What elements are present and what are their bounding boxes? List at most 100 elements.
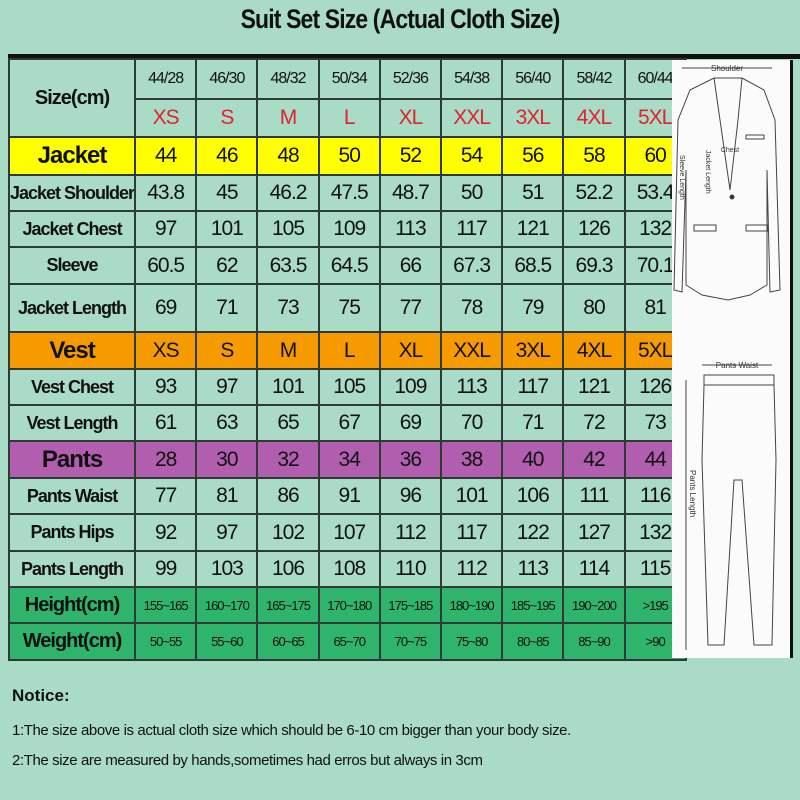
value-cell: 117 [439,513,504,552]
value-cell: S [195,331,259,370]
size-code-cell: 52/36 [378,58,443,100]
value-cell: 92 [134,513,198,552]
value-cell: 113 [439,368,504,406]
value-cell: 117 [439,210,504,248]
value-cell: 111 [562,477,626,515]
table-row: Vest Length 61 63 65 67 69 70 71 72 73 [7,404,687,442]
value-cell: 117 [501,368,565,406]
label-jacket-length: Jacket Length [704,150,711,194]
row-label: Height(cm) [7,586,137,624]
label-shoulder: Shoulder [711,64,743,73]
page-title: Suit Set Size (Actual Cloth Size) [240,4,561,34]
value-cell: 56 [501,136,565,176]
value-cell: 36 [378,440,443,479]
value-cell: 122 [501,513,565,552]
table-row: Pants 28 30 32 34 36 38 40 42 44 [7,440,687,479]
row-label: Vest Length [7,404,137,442]
value-cell: 93 [134,368,198,406]
value-cell: 91 [317,477,381,515]
size-code-cell: 48/32 [256,58,320,100]
value-cell: 63 [195,404,259,442]
notice-line-2: 2:The size are measured by hands,sometim… [12,752,483,769]
value-cell: 105 [317,368,381,406]
size-table: Size(cm) 44/28 46/30 48/32 50/34 52/36 54/38 56… [7,58,687,661]
value-cell: 4XL [562,331,626,370]
value-cell: 180~190 [439,586,504,624]
value-cell: 75~80 [439,622,504,661]
value-cell: 126 [562,210,626,248]
value-cell: 96 [378,477,443,515]
value-cell: 55~60 [195,622,259,661]
size-letter-cell: 4XL [562,98,626,138]
value-cell: 48 [256,136,320,176]
row-label: Jacket Shoulder [7,174,137,212]
row-label: Pants Waist [7,477,137,515]
pants-drawing: Pants Waist Pants Length [685,361,777,650]
value-cell: 165~175 [256,586,320,624]
notice-heading: Notice: [12,686,70,705]
value-cell: 32 [256,440,320,479]
value-cell: 51 [501,174,565,212]
value-cell: 62 [195,246,259,285]
value-cell: 34 [317,440,381,479]
value-cell: 185~195 [501,586,565,624]
value-cell: M [256,331,320,370]
size-letter-cell: 3XL [501,98,565,138]
value-cell: 110 [378,550,443,588]
value-cell: 101 [439,477,504,515]
value-cell: 114 [562,550,626,588]
value-cell: 97 [195,368,259,406]
value-cell: 108 [317,550,381,588]
suit-illustration: Shoulder Chest Sleeve Length Jacket Leng… [673,64,781,650]
value-cell: 77 [378,283,443,333]
value-cell: 109 [378,368,443,406]
table-row: Jacket Shoulder 43.8 45 46.2 47.5 48.7 50 51 52.… [7,174,687,212]
value-cell: 69 [134,283,198,333]
label-pants-length: Pants Length [688,470,697,517]
value-cell: 54 [439,136,504,176]
value-cell: 160~170 [195,586,259,624]
value-cell: 121 [562,368,626,406]
row-label: Pants [7,440,137,479]
size-letter-cell: L [317,98,381,138]
notice-line-1: 1:The size above is actual cloth size wh… [12,722,571,739]
value-cell: 69 [378,404,443,442]
value-cell: 42 [562,440,626,479]
table-row: Vest XS S M L XL XXL 3XL 4XL 5XL [7,331,687,370]
size-letter-cell: S [195,98,259,138]
value-cell: XL [378,331,443,370]
value-cell: 67 [317,404,381,442]
value-cell: 97 [134,210,198,248]
value-cell: 50 [439,174,504,212]
value-cell: 170~180 [317,586,381,624]
value-cell: 112 [378,513,443,552]
value-cell: XS [134,331,198,370]
value-cell: 75 [317,283,381,333]
size-letter-cell: XS [134,98,198,138]
value-cell: L [317,331,381,370]
value-cell: 105 [256,210,320,248]
size-label: Size(cm) [7,58,137,138]
value-cell: 60.5 [134,246,198,285]
value-cell: 44 [134,136,198,176]
value-cell: 40 [501,440,565,479]
value-cell: 81 [195,477,259,515]
size-code-cell: 46/30 [195,58,259,100]
value-cell: 64.5 [317,246,381,285]
value-cell: 86 [256,477,320,515]
value-cell: 50~55 [134,622,198,661]
value-cell: 71 [195,283,259,333]
value-cell: 65 [256,404,320,442]
size-letter-cell: M [256,98,320,138]
value-cell: 80 [562,283,626,333]
row-label: Jacket [7,136,137,176]
value-cell: 113 [378,210,443,248]
value-cell: 175~185 [378,586,443,624]
value-cell: 52.2 [562,174,626,212]
value-cell: 109 [317,210,381,248]
value-cell: 58 [562,136,626,176]
value-cell: 113 [501,550,565,588]
value-cell: 112 [439,550,504,588]
row-label: Sleeve [7,246,137,285]
table-row: Jacket Chest 97 101 105 109 113 117 121 126 132 [7,210,687,248]
